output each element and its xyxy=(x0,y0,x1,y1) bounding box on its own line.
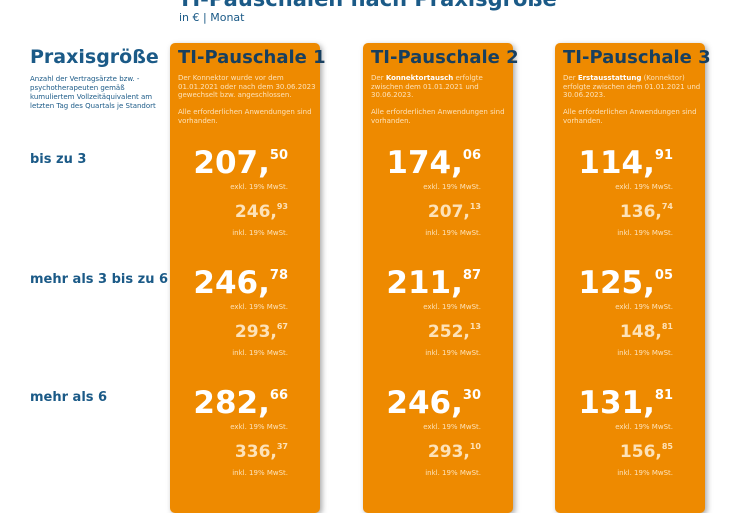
exkl-label: exkl. 19% MwSt. xyxy=(230,183,288,191)
price-inkl: 293,67 xyxy=(234,322,288,342)
card-description: Der Erstausstattung (Konnektor) erfolgte… xyxy=(563,74,701,125)
exkl-label: exkl. 19% MwSt. xyxy=(230,423,288,431)
row-label: mehr als 3 bis zu 6 xyxy=(30,272,169,287)
exkl-label: exkl. 19% MwSt. xyxy=(423,423,481,431)
exkl-label: exkl. 19% MwSt. xyxy=(423,183,481,191)
price-exkl: 114,91 xyxy=(578,145,673,181)
page-subtitle: in € | Monat xyxy=(179,11,245,24)
price-exkl: 282,66 xyxy=(193,385,288,421)
card-description: Der Konnektor wurde vor dem 01.01.2021 o… xyxy=(178,74,316,125)
exkl-label: exkl. 19% MwSt. xyxy=(615,423,673,431)
inkl-label: inkl. 19% MwSt. xyxy=(232,469,288,477)
inkl-label: inkl. 19% MwSt. xyxy=(425,469,481,477)
price-exkl: 174,06 xyxy=(386,145,481,181)
row-label: bis zu 3 xyxy=(30,152,87,167)
inkl-label: inkl. 19% MwSt. xyxy=(617,229,673,237)
price-inkl: 336,37 xyxy=(234,442,288,462)
card-description: Der Konnektortausch erfolgte zwischen de… xyxy=(371,74,505,125)
inkl-label: inkl. 19% MwSt. xyxy=(232,349,288,357)
ti-pauschale-card: TI-Pauschale 1 Der Konnektor wurde vor d… xyxy=(170,43,326,513)
exkl-label: exkl. 19% MwSt. xyxy=(615,303,673,311)
ti-pauschale-card: TI-Pauschale 2 Der Konnektortausch erfol… xyxy=(363,43,519,513)
price-exkl: 131,81 xyxy=(578,385,673,421)
price-inkl: 148,81 xyxy=(619,322,673,342)
inkl-label: inkl. 19% MwSt. xyxy=(232,229,288,237)
price-inkl: 207,13 xyxy=(427,202,481,222)
praxisgroesse-heading: Praxisgröße xyxy=(30,46,159,68)
inkl-label: inkl. 19% MwSt. xyxy=(425,229,481,237)
price-inkl: 252,13 xyxy=(427,322,481,342)
price-exkl: 125,05 xyxy=(578,265,673,301)
price-inkl: 246,93 xyxy=(234,202,288,222)
inkl-label: inkl. 19% MwSt. xyxy=(617,469,673,477)
exkl-label: exkl. 19% MwSt. xyxy=(230,303,288,311)
page-title: TI-Pauschalen nach Praxisgröße xyxy=(178,0,557,11)
ti-pauschale-card: TI-Pauschale 3 Der Erstausstattung (Konn… xyxy=(555,43,711,513)
inkl-label: inkl. 19% MwSt. xyxy=(617,349,673,357)
card-title: TI-Pauschale 1 xyxy=(178,47,326,68)
praxisgroesse-description: Anzahl der Vertragsärzte bzw. -psychothe… xyxy=(30,75,156,110)
price-inkl: 156,85 xyxy=(619,442,673,462)
card-title: TI-Pauschale 3 xyxy=(563,47,711,68)
price-exkl: 207,50 xyxy=(193,145,288,181)
exkl-label: exkl. 19% MwSt. xyxy=(423,303,481,311)
card-title: TI-Pauschale 2 xyxy=(371,47,519,68)
price-exkl: 211,87 xyxy=(386,265,481,301)
row-label: mehr als 6 xyxy=(30,390,108,405)
price-inkl: 293,10 xyxy=(427,442,481,462)
price-exkl: 246,30 xyxy=(386,385,481,421)
exkl-label: exkl. 19% MwSt. xyxy=(615,183,673,191)
inkl-label: inkl. 19% MwSt. xyxy=(425,349,481,357)
price-exkl: 246,78 xyxy=(193,265,288,301)
price-inkl: 136,74 xyxy=(619,202,673,222)
